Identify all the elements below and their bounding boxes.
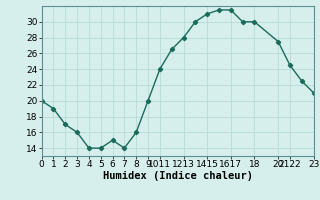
X-axis label: Humidex (Indice chaleur): Humidex (Indice chaleur) [103, 171, 252, 181]
